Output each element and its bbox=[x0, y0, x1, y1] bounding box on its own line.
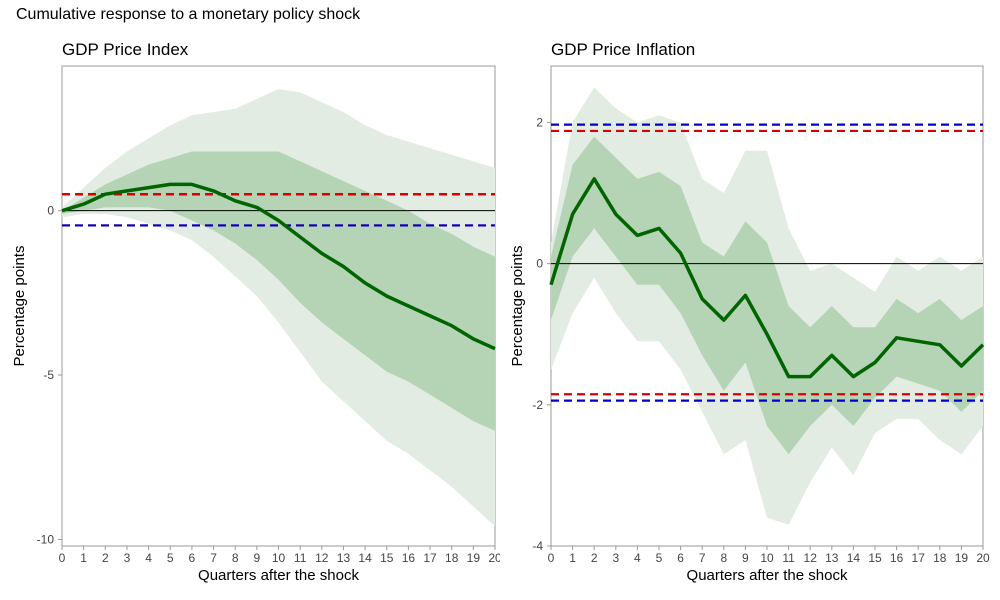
left-median-response-line bbox=[61, 182, 496, 351]
left-x-tick-label: 18 bbox=[445, 551, 459, 565]
right-x-tick-label: 5 bbox=[656, 551, 663, 565]
gdp-price-inflation-chart: 0 1 2 3 4 5 6 7 8 9 10 11 12 13 14 15 16 17 18 19 2020-2-4Qu… bbox=[509, 65, 990, 584]
left-x-tick-label: 6 bbox=[189, 551, 196, 565]
left-y-tick-label: -10 bbox=[37, 532, 55, 546]
right-x-tick-label: 7 bbox=[699, 551, 706, 565]
right-x-tick-label: 3 bbox=[612, 551, 619, 565]
right-x-tick-label: 2 bbox=[591, 551, 598, 565]
right-x-tick-label: 4 bbox=[634, 551, 641, 565]
left-inner-confidence-band bbox=[62, 151, 495, 431]
right-x-tick-label: 12 bbox=[804, 551, 818, 565]
left-chart-title: GDP Price Index bbox=[62, 40, 189, 59]
left-x-tick-label: 20 bbox=[488, 551, 500, 565]
left-x-tick-label: 17 bbox=[423, 551, 437, 565]
left-y-axis-label: Percentage points bbox=[11, 246, 28, 367]
right-x-tick-label: 15 bbox=[868, 551, 882, 565]
left-x-axis-label: Quarters after the shock bbox=[198, 567, 359, 584]
left-x-tick-label: 16 bbox=[402, 551, 416, 565]
left-x-tick-label: 4 bbox=[145, 551, 152, 565]
left-x-tick-label: 15 bbox=[380, 551, 394, 565]
right-x-tick-label: 1 bbox=[569, 551, 576, 565]
gdp-price-index-chart: 0 1 2 3 4 5 6 7 8 9 10 11 12 13 14 15 16 17 18 19 200-5-10Qu… bbox=[11, 65, 500, 584]
left-x-tick-label: 9 bbox=[254, 551, 261, 565]
right-x-tick-label: 16 bbox=[890, 551, 904, 565]
right-x-tick-label: 14 bbox=[847, 551, 861, 565]
left-x-tick-label: 0 bbox=[59, 551, 66, 565]
left-x-tick-label: 14 bbox=[358, 551, 372, 565]
right-x-tick-label: 8 bbox=[720, 551, 727, 565]
left-y-tick-label: -5 bbox=[43, 368, 54, 382]
right-x-tick-label: 20 bbox=[976, 551, 990, 565]
right-x-tick-label: 9 bbox=[742, 551, 749, 565]
right-x-tick-label: 6 bbox=[677, 551, 684, 565]
left-y-tick-label: 0 bbox=[47, 204, 54, 218]
right-y-tick-label: -2 bbox=[532, 398, 543, 412]
right-x-tick-label: 18 bbox=[933, 551, 947, 565]
left-x-tick-label: 2 bbox=[102, 551, 109, 565]
left-x-tick-label: 3 bbox=[124, 551, 131, 565]
figure-title: Cumulative response to a monetary policy… bbox=[16, 6, 361, 23]
right-inner-confidence-band bbox=[551, 136, 983, 455]
left-x-tick-label: 11 bbox=[294, 551, 307, 565]
left-x-tick-label: 10 bbox=[272, 551, 286, 565]
right-x-axis-label: Quarters after the shock bbox=[687, 567, 848, 584]
right-y-axis-label: Percentage points bbox=[509, 246, 526, 367]
right-x-tick-label: 13 bbox=[825, 551, 839, 565]
right-y-tick-label: 0 bbox=[536, 257, 543, 271]
right-chart-title: GDP Price Inflation bbox=[551, 40, 696, 59]
left-x-tick-label: 12 bbox=[315, 551, 329, 565]
left-x-tick-label: 8 bbox=[232, 551, 239, 565]
right-y-tick-label: -4 bbox=[532, 539, 543, 553]
left-x-tick-label: 5 bbox=[167, 551, 174, 565]
left-x-tick-label: 19 bbox=[467, 551, 481, 565]
left-x-tick-label: 13 bbox=[337, 551, 351, 565]
right-x-tick-label: 11 bbox=[782, 551, 795, 565]
right-x-tick-label: 19 bbox=[955, 551, 969, 565]
right-x-tick-label: 0 bbox=[548, 551, 555, 565]
left-x-tick-label: 7 bbox=[210, 551, 217, 565]
right-median-response-line bbox=[549, 177, 985, 379]
right-x-tick-label: 10 bbox=[760, 551, 774, 565]
right-y-tick-label: 2 bbox=[536, 115, 543, 129]
left-x-tick-label: 1 bbox=[80, 551, 87, 565]
right-x-tick-label: 17 bbox=[912, 551, 926, 565]
